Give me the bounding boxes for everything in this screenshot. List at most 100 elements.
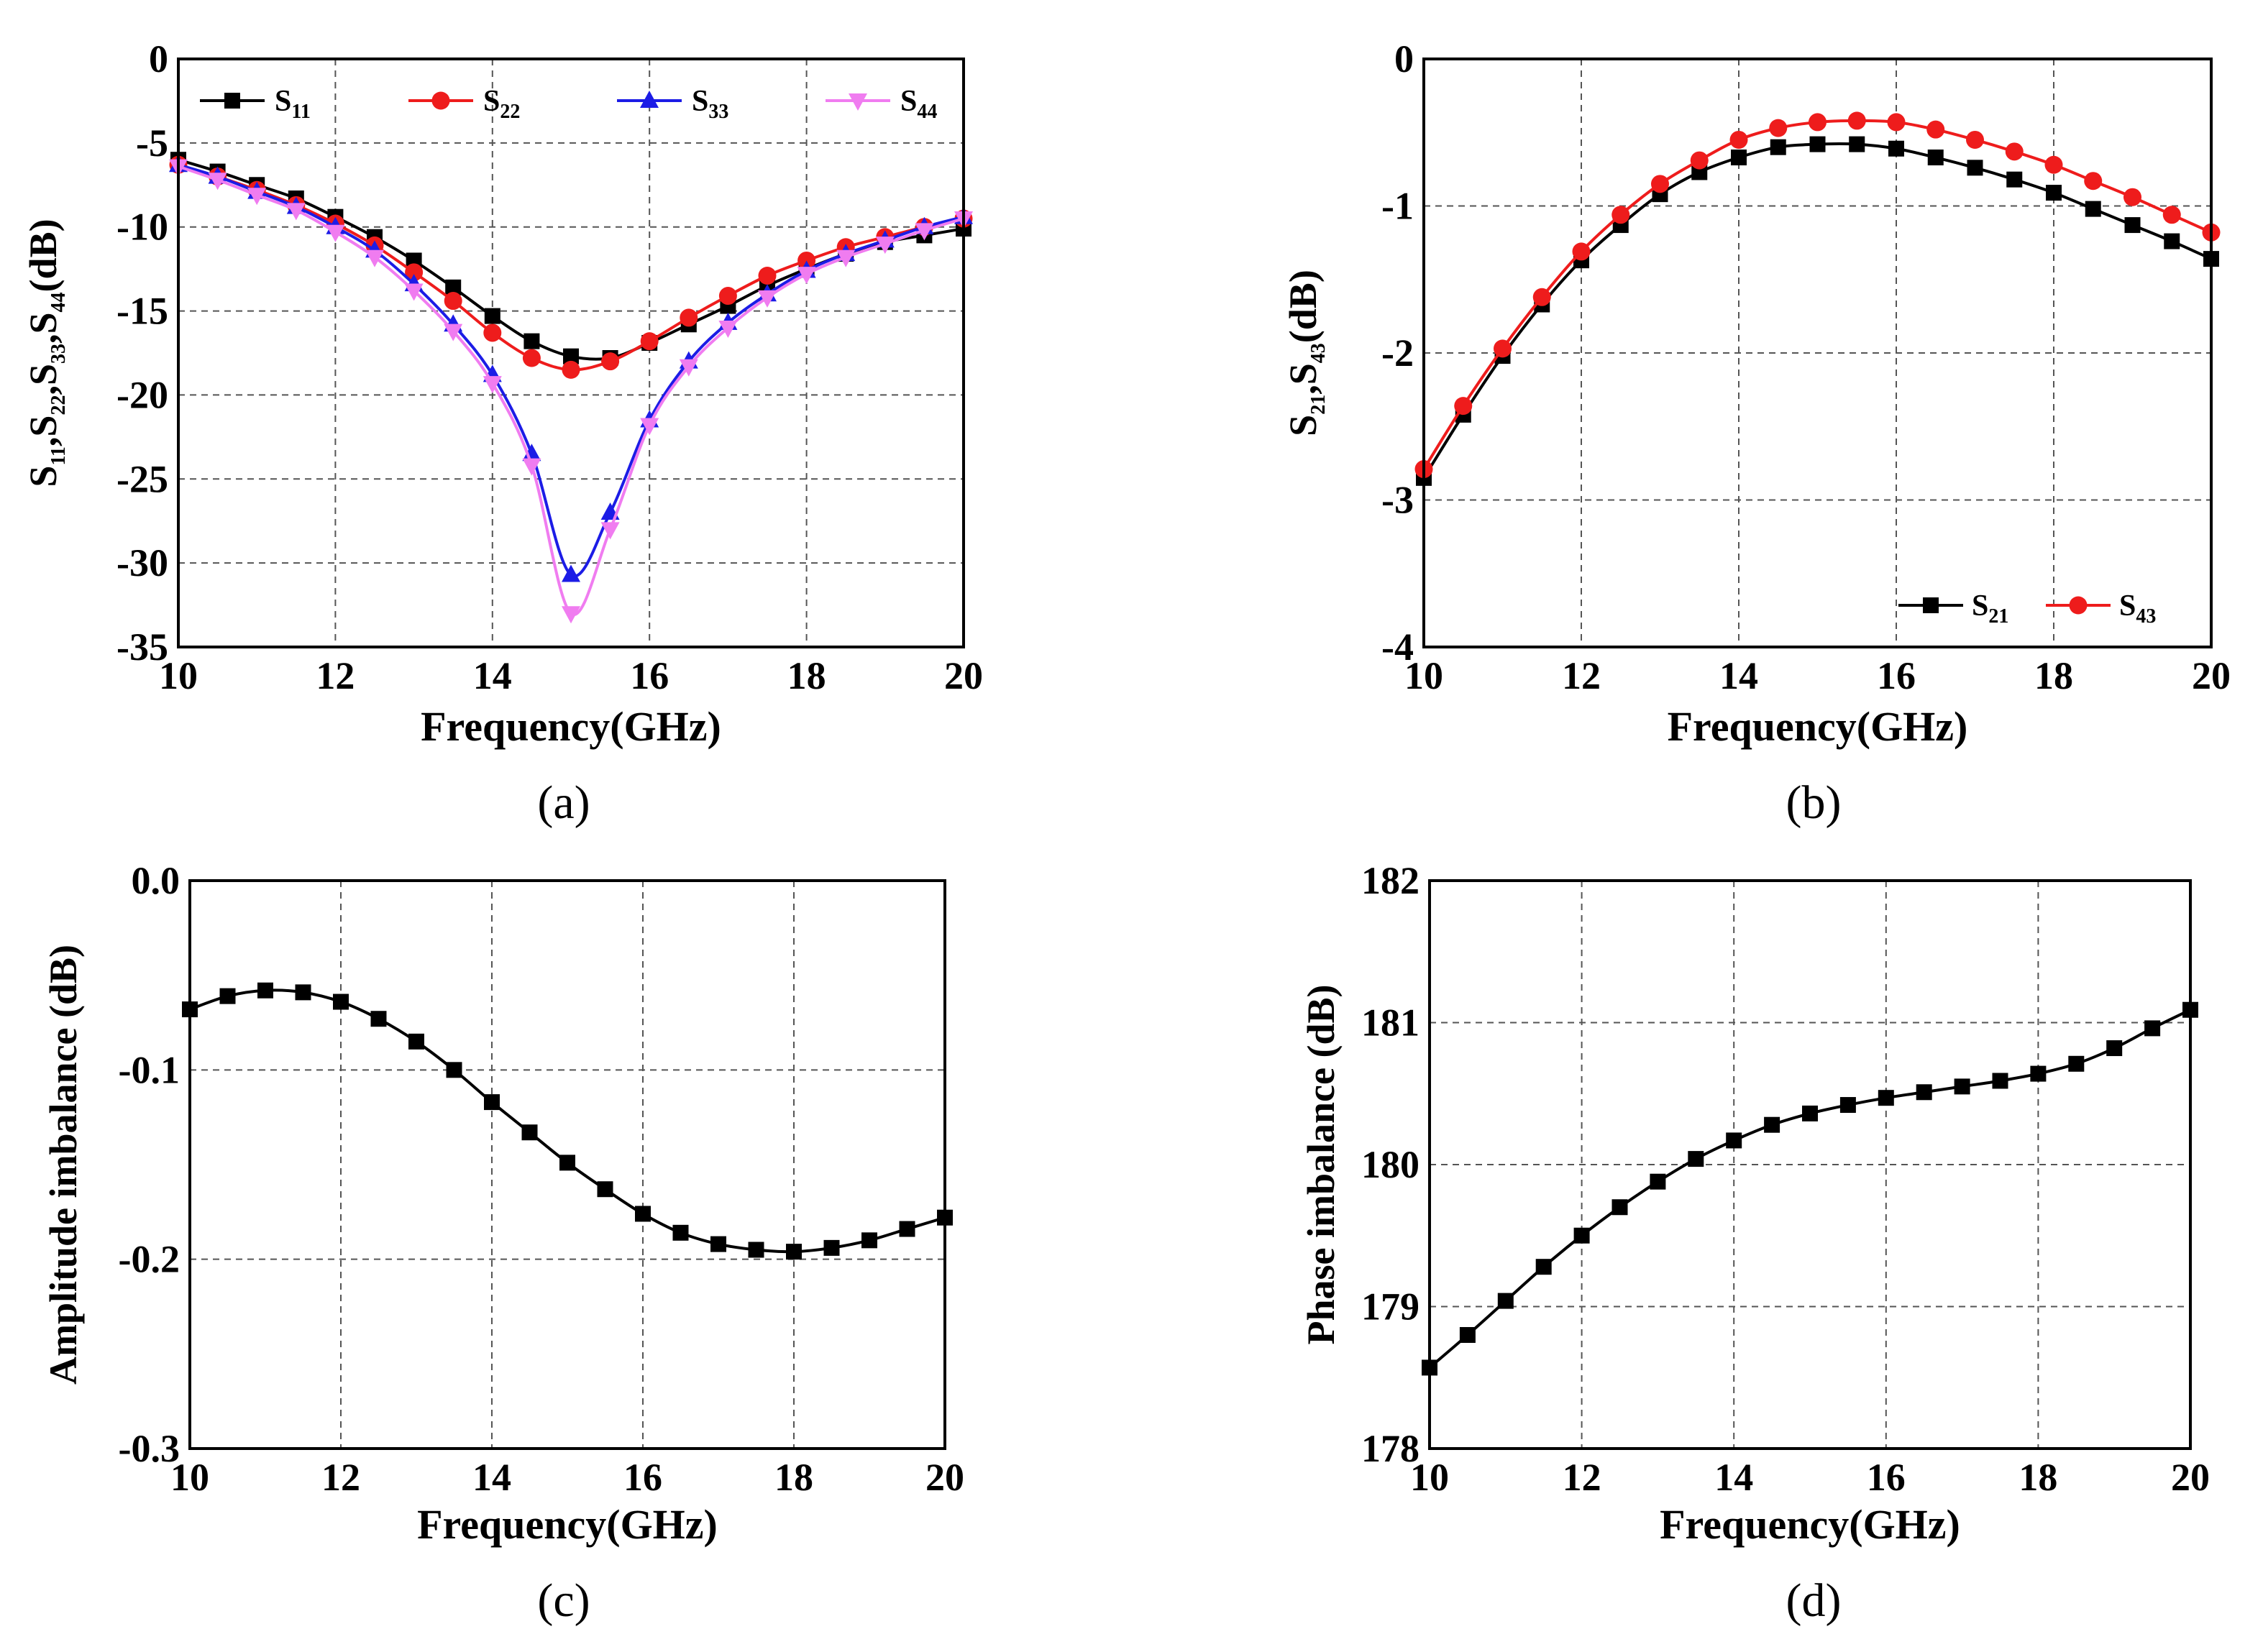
- x-tick-label: 20: [2171, 1456, 2210, 1499]
- data-point: [758, 290, 777, 308]
- data-point: [1690, 151, 1709, 170]
- panel-label: (c): [537, 1574, 590, 1627]
- y-tick-label: -4: [1381, 625, 1414, 669]
- data-point: [600, 522, 620, 540]
- data-point: [2162, 206, 2181, 224]
- legend-label: S33: [692, 85, 728, 123]
- y-tick-label: 0: [149, 37, 168, 81]
- data-point: [1731, 150, 1747, 166]
- data-point: [1454, 397, 1473, 416]
- data-point: [748, 1242, 764, 1258]
- y-axis-label: Phase imbalance (dB): [1299, 984, 1343, 1344]
- data-point: [1688, 1151, 1704, 1167]
- data-point: [408, 1033, 424, 1050]
- x-tick-label: 18: [2019, 1456, 2057, 1499]
- legend-label: S22: [483, 85, 520, 123]
- x-tick-label: 16: [623, 1456, 662, 1499]
- data-point: [257, 982, 273, 999]
- data-point: [1769, 119, 1788, 137]
- data-point: [1802, 1105, 1818, 1121]
- data-point: [1888, 140, 1904, 157]
- data-point: [1927, 150, 1944, 166]
- y-tick-label: 0: [1394, 37, 1414, 81]
- data-point: [1916, 1084, 1932, 1101]
- legend-swatch-marker: [224, 93, 240, 109]
- x-tick-label: 14: [472, 1456, 511, 1499]
- y-tick-label: -3: [1381, 479, 1414, 522]
- chart-b: 10 12 14 16 18 20 0 -1 -2 -3 -4 Frequency(GHz) S21,S…: [1281, 37, 2231, 829]
- data-point: [2123, 188, 2141, 206]
- y-tick-label: -30: [116, 541, 168, 584]
- data-point: [521, 1124, 538, 1141]
- y-axis-label: S21,S43(dB): [1281, 270, 1330, 436]
- x-tick-label: 10: [1404, 654, 1443, 697]
- data-point: [1967, 160, 1983, 176]
- y-tick-label: -35: [116, 625, 168, 669]
- data-point: [1494, 339, 1512, 358]
- data-point: [404, 283, 424, 301]
- data-point: [758, 266, 777, 285]
- data-point: [823, 1239, 840, 1256]
- legend-label: S11: [275, 85, 311, 123]
- x-tick-label: 20: [944, 654, 983, 697]
- data-point: [1966, 130, 1984, 149]
- y-tick-label: -15: [116, 290, 168, 333]
- x-tick-label: 20: [2192, 654, 2231, 697]
- y-tick-label: -10: [116, 206, 168, 249]
- data-point: [635, 1206, 651, 1222]
- data-point: [2046, 185, 2062, 201]
- x-tick-label: 16: [1867, 1456, 1906, 1499]
- y-tick-label: 180: [1361, 1143, 1419, 1186]
- x-tick-label: 10: [159, 654, 198, 697]
- legend-label: S43: [2119, 589, 2156, 628]
- data-point: [601, 352, 620, 371]
- data-point: [405, 263, 424, 282]
- x-axis-label: Frequency(GHz): [1668, 703, 1968, 750]
- legend: S11 S22 S33 S44: [200, 85, 937, 123]
- data-point: [597, 1181, 613, 1198]
- y-tick-label: 181: [1361, 1001, 1419, 1045]
- data-point: [1726, 1132, 1742, 1149]
- legend-swatch-marker: [431, 91, 450, 110]
- data-point: [680, 308, 698, 327]
- y-axis-label: Amplitude imbalance (dB): [42, 945, 85, 1385]
- data-point: [1573, 1227, 1590, 1244]
- data-point: [484, 1094, 500, 1111]
- x-axis-label: Frequency(GHz): [421, 703, 721, 750]
- data-point: [370, 1011, 387, 1027]
- data-point: [1532, 288, 1551, 306]
- data-point: [1926, 120, 1945, 139]
- data-point: [286, 203, 306, 221]
- data-point: [1729, 130, 1748, 149]
- panel-label: (b): [1786, 776, 1842, 829]
- data-point: [2006, 171, 2023, 188]
- x-tick-label: 16: [1877, 654, 1916, 697]
- data-point: [1849, 136, 1865, 152]
- data-point: [483, 323, 502, 342]
- y-tick-label: -5: [136, 121, 168, 165]
- data-point: [1809, 136, 1826, 152]
- legend-swatch-marker: [2069, 596, 2088, 615]
- x-tick-label: 14: [1719, 654, 1758, 697]
- data-point: [2085, 201, 2101, 217]
- y-tick-label: 182: [1361, 859, 1419, 902]
- chart-c: 10 12 14 16 18 20 0.0 -0.1 -0.2 -0.3 Frequency(GHz…: [42, 859, 964, 1627]
- data-point: [522, 349, 541, 367]
- data-point: [446, 1062, 462, 1078]
- data-point: [1770, 139, 1786, 155]
- data-point: [2144, 1020, 2161, 1037]
- data-point: [1651, 175, 1669, 193]
- data-point: [563, 348, 579, 364]
- data-point: [1887, 113, 1906, 132]
- y-tick-label: 0.0: [132, 859, 180, 902]
- data-point: [797, 267, 816, 285]
- y-tick-label: 178: [1361, 1427, 1419, 1470]
- data-point: [1839, 1097, 1856, 1114]
- x-tick-label: 14: [473, 654, 512, 697]
- data-point: [2124, 217, 2141, 234]
- x-axis-label: Frequency(GHz): [1660, 1501, 1960, 1548]
- data-point: [326, 224, 345, 242]
- data-point: [1878, 1090, 1894, 1106]
- data-point: [640, 332, 659, 351]
- data-point: [444, 323, 463, 341]
